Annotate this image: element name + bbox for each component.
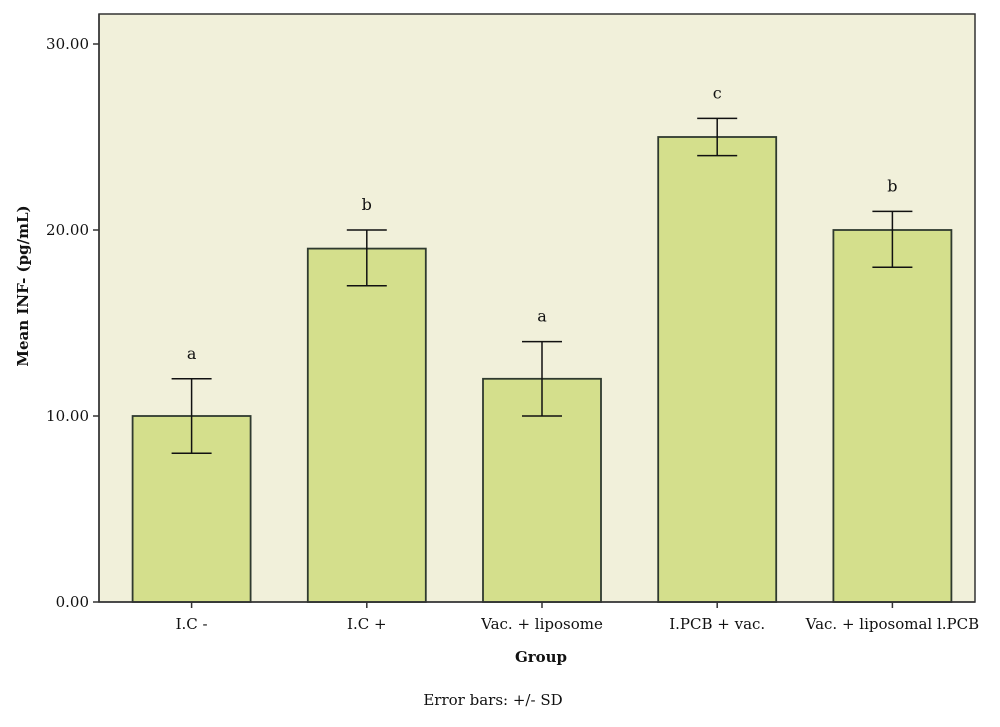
significance-letter: b — [362, 195, 372, 214]
x-tick-label: I.PCB + vac. — [669, 615, 765, 633]
x-axis-ticks: I.C - I.C + Vac. + liposome I.PCB + vac. Vac… — [176, 602, 980, 633]
bar — [657, 136, 778, 603]
y-axis-ticks: 0.00 10.00 20.00 30.00 — [46, 35, 99, 611]
x-tick-label: Vac. + liposomal l.PCB — [805, 615, 980, 633]
significance-letter: c — [713, 83, 722, 102]
significance-letter: a — [537, 307, 547, 326]
y-tick-label: 0.00 — [56, 593, 89, 611]
y-tick-label: 20.00 — [46, 221, 89, 239]
y-tick-label: 10.00 — [46, 407, 89, 425]
error-bar-note: Error bars: +/- SD — [423, 691, 562, 709]
x-tick-label: Vac. + liposome — [480, 615, 603, 633]
y-tick-label: 30.00 — [46, 35, 89, 53]
significance-letter: a — [187, 344, 197, 363]
bar — [832, 229, 953, 603]
significance-letter: b — [887, 176, 897, 195]
bars-layer: a b a c b — [131, 83, 953, 603]
y-axis-title: Mean INF- (pg/mL) — [14, 205, 32, 366]
bar — [306, 247, 427, 603]
x-tick-label: I.C - — [176, 615, 208, 633]
x-tick-label: I.C + — [347, 615, 387, 633]
x-axis-title: Group — [515, 648, 567, 666]
